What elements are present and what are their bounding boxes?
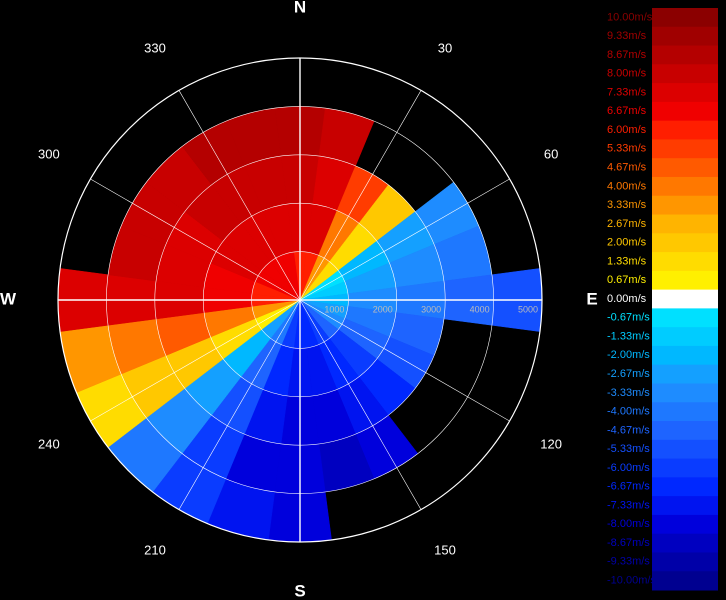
colorbar-swatch [652,289,718,309]
colorbar-swatch [652,458,718,478]
spoke [299,90,422,301]
colorbar-label: 4.67m/s [607,161,647,173]
colorbar-label: 5.33m/s [607,143,647,155]
angle-label: 150 [434,543,456,558]
polar-grid [57,57,543,543]
spoke [178,90,301,301]
spoke [299,299,510,422]
colorbar-label: -10.00m/s [607,575,656,587]
colorbar-label: 8.67m/s [607,49,647,61]
colorbar-swatch [652,477,718,497]
colorbar-label: 3.33m/s [607,199,647,211]
colorbar-label: 2.67m/s [607,218,647,230]
compass-label: N [294,0,306,16]
colorbar-swatch [652,402,718,422]
colorbar: 10.00m/s 9.33m/s 8.67m/s 8.00m/s 7.33m/s 6.67… [607,8,718,591]
spoke [299,299,422,510]
colorbar-label: 0.00m/s [607,293,647,305]
colorbar-swatch [652,383,718,403]
colorbar-swatch [652,439,718,460]
colorbar-label: -5.33m/s [607,443,650,455]
colorbar-swatch [652,308,718,328]
angle-label: 240 [38,436,60,451]
colorbar-swatch [652,101,718,122]
colorbar-label: 10.00m/s [607,11,653,23]
colorbar-label: -3.33m/s [607,387,650,399]
colorbar-label: -1.33m/s [607,330,650,342]
colorbar-label: -7.33m/s [607,499,650,511]
colorbar-swatch [652,345,718,366]
colorbar-label: -9.33m/s [607,556,650,568]
range-label: 1000 [324,304,344,314]
colorbar-label: 2.00m/s [607,237,647,249]
colorbar-swatch [652,533,718,553]
colorbar-label: 7.33m/s [607,86,647,98]
colorbar-swatch [652,64,718,84]
colorbar-label: -8.00m/s [607,518,650,530]
range-label: 2000 [373,304,393,314]
colorbar-label: 6.00m/s [607,124,647,136]
colorbar-swatch [652,233,718,253]
colorbar-swatch [652,214,718,234]
compass-label: S [294,581,305,600]
angle-label: 60 [544,146,558,161]
colorbar-swatch [652,26,718,47]
colorbar-label: 0.67m/s [607,274,647,286]
colorbar-swatch [652,45,718,65]
spoke [90,299,301,422]
colorbar-swatch [652,270,718,291]
range-label: 5000 [518,304,538,314]
colorbar-label: -2.67m/s [607,368,650,380]
colorbar-swatch [652,8,718,28]
colorbar-swatch [652,327,718,347]
colorbar-swatch [652,83,718,103]
colorbar-swatch [652,552,718,572]
labels: 1000 2000 3000 4000 5000 30 60 120 150 210 240 300 3… [0,0,598,600]
colorbar-swatch [652,176,718,197]
colorbar-label: -0.67m/s [607,312,650,324]
colorbar-label: -4.00m/s [607,406,650,418]
colorbar-label: -4.67m/s [607,424,650,436]
range-label: 4000 [470,304,490,314]
angle-label: 210 [144,543,166,558]
colorbar-swatch [652,496,718,516]
colorbar-swatch [652,364,718,384]
colorbar-swatch [652,158,718,178]
colorbar-label: 4.00m/s [607,180,647,192]
angle-label: 330 [144,40,166,55]
colorbar-label: -6.00m/s [607,462,650,474]
colorbar-label: 9.33m/s [607,30,647,42]
compass-label: W [0,289,17,308]
angle-label: 120 [540,436,562,451]
angle-label: 30 [438,40,452,55]
colorbar-label: 1.33m/s [607,255,647,267]
colorbar-label: -8.67m/s [607,537,650,549]
colorbar-swatch [652,120,718,140]
colorbar-swatch [652,571,718,591]
spoke [90,178,301,301]
colorbar-swatch [652,195,718,216]
colorbar-label: 8.00m/s [607,68,647,80]
spoke [178,299,301,510]
compass-label: E [586,289,597,308]
colorbar-label: -2.00m/s [607,349,650,361]
angle-label: 300 [38,146,60,161]
colorbar-swatch [652,514,718,535]
colorbar-label: 6.67m/s [607,105,647,117]
colorbar-swatch [652,139,718,159]
range-label: 3000 [421,304,441,314]
colorbar-label: -6.67m/s [607,481,650,493]
colorbar-swatch [652,421,718,441]
colorbar-swatch [652,252,718,272]
spoke [299,178,510,301]
